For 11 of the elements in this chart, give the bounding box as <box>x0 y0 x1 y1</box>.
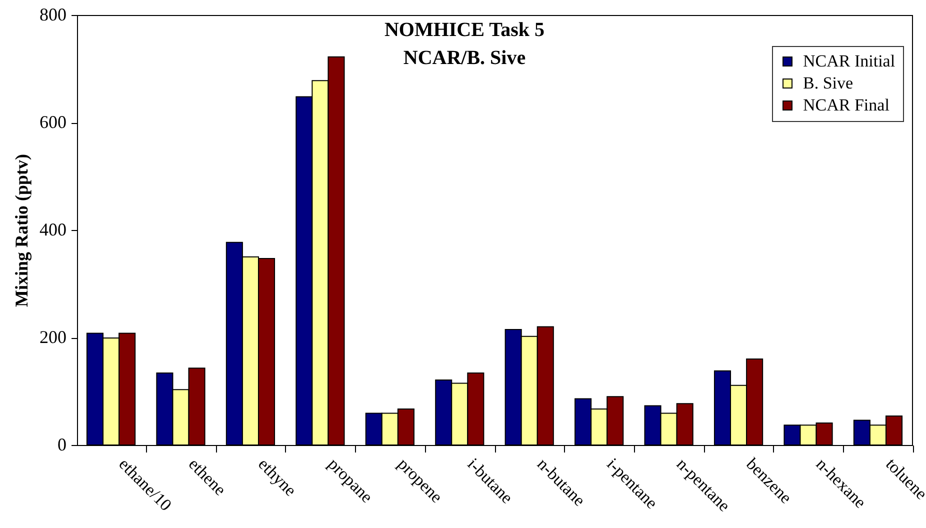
legend-label: NCAR Final <box>803 96 890 114</box>
y-tick-label: 0 <box>58 434 66 454</box>
legend-label: B. Sive <box>803 74 854 92</box>
y-axis-title: Mixing Ratio (pptv) <box>12 154 32 307</box>
chart-title: NOMHICE Task 5 <box>384 19 545 41</box>
y-tick-label: 400 <box>40 220 66 240</box>
y-tick-label: 600 <box>40 112 66 132</box>
legend-label: NCAR Initial <box>803 52 896 70</box>
y-tick-label: 800 <box>40 4 66 24</box>
text: NCAR/B. Sive <box>403 47 526 69</box>
y-tick-label: 200 <box>40 327 66 347</box>
